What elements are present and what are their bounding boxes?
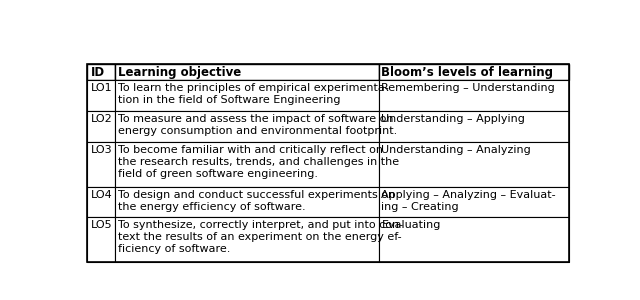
Text: Understanding – Applying: Understanding – Applying [381, 114, 525, 124]
Bar [88, 187, 115, 218]
Bar [115, 218, 378, 262]
Text: To learn the principles of empirical experimenta-
tion in the field of Software : To learn the principles of empirical exp… [118, 83, 388, 105]
Bar [88, 64, 568, 262]
Text: ID: ID [90, 65, 104, 79]
Text: To synthesize, correctly interpret, and put into con-
text the results of an exp: To synthesize, correctly interpret, and … [118, 220, 403, 254]
Text: LO3: LO3 [90, 145, 112, 154]
Bar [378, 80, 568, 111]
Bar [115, 64, 378, 80]
Text: To become familiar with and critically reflect on
the research results, trends, : To become familiar with and critically r… [118, 145, 399, 178]
Text: To measure and assess the impact of software on
energy consumption and environme: To measure and assess the impact of soft… [118, 114, 397, 136]
Text: LO1: LO1 [90, 83, 112, 93]
Bar [88, 111, 115, 142]
Bar [115, 187, 378, 218]
Bar [115, 142, 378, 187]
Bar [88, 142, 115, 187]
Text: Remembering – Understanding: Remembering – Understanding [381, 83, 556, 93]
Text: To design and conduct successful experiments on
the energy efficiency of softwar: To design and conduct successful experim… [118, 190, 395, 211]
Bar [115, 80, 378, 111]
Bar [378, 187, 568, 218]
Bar [378, 64, 568, 80]
Bar [378, 142, 568, 187]
Text: Understanding – Analyzing: Understanding – Analyzing [381, 145, 531, 154]
Text: LO2: LO2 [90, 114, 112, 124]
Text: Learning objective: Learning objective [118, 65, 241, 79]
Text: Applying – Analyzing – Evaluat-
ing – Creating: Applying – Analyzing – Evaluat- ing – Cr… [381, 190, 556, 211]
Bar [115, 111, 378, 142]
Text: Bloom’s levels of learning: Bloom’s levels of learning [381, 65, 554, 79]
Bar [378, 111, 568, 142]
Text: Evaluating: Evaluating [381, 220, 441, 230]
Bar [88, 80, 115, 111]
Bar [378, 218, 568, 262]
Bar [88, 64, 115, 80]
Bar [88, 218, 115, 262]
Text: LO4: LO4 [90, 190, 112, 200]
Text: LO5: LO5 [90, 220, 112, 230]
